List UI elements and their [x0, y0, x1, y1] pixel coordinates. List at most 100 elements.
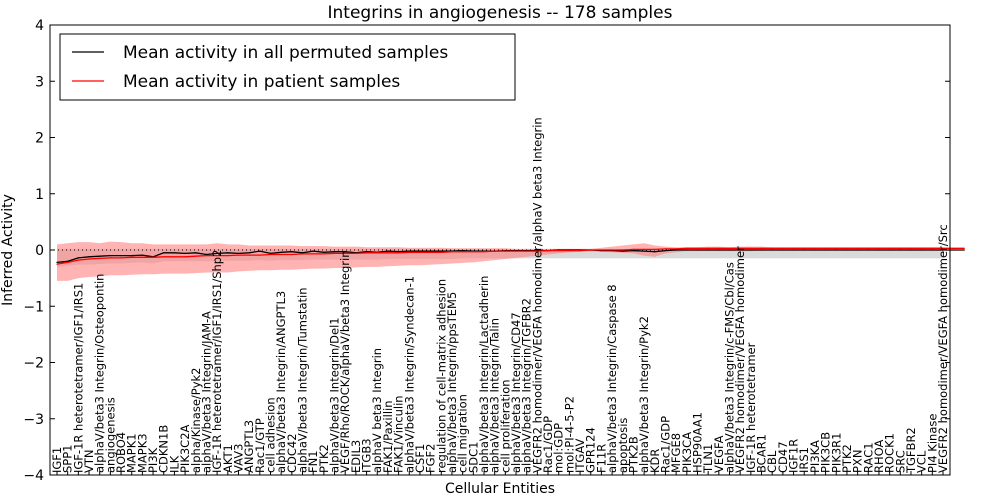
patient-point	[462, 251, 464, 253]
x-category-label: regulation of cell-matrix adhesion	[434, 279, 448, 473]
permuted-point	[878, 249, 880, 251]
x-category-label: VAV3	[232, 444, 246, 473]
patient-point	[728, 247, 731, 249]
permuted-point	[835, 249, 837, 251]
permuted-point	[141, 254, 143, 256]
permuted-point	[942, 249, 944, 251]
patient-point	[269, 253, 272, 256]
permuted-point	[889, 249, 891, 251]
permuted-point	[622, 250, 624, 252]
y-tick-label: −2	[23, 356, 44, 372]
x-category-label: IRS1	[797, 447, 811, 473]
patient-point	[77, 259, 79, 261]
permuted-point	[654, 251, 656, 253]
permuted-point	[120, 255, 122, 257]
x-category-label: PI4 Kinase	[925, 414, 939, 473]
y-tick-label: 4	[35, 18, 44, 34]
x-category-label: alphaV/beta3 Integrin/CD47	[509, 312, 523, 473]
x-category-label: PIK3C2A	[178, 424, 192, 473]
x-category-label: cell proliferation	[498, 379, 512, 473]
spread-bands	[57, 241, 943, 281]
permuted-point	[921, 249, 923, 251]
permuted-point	[323, 251, 325, 253]
permuted-point	[803, 249, 805, 251]
x-category-label: IGF1R	[787, 439, 801, 473]
permuted-point	[269, 252, 272, 254]
x-category-label: PI3K	[146, 447, 160, 473]
permuted-point	[216, 252, 218, 254]
x-category-label: alphaV/beta3 Integrin/ANGPTL3	[274, 291, 288, 473]
x-category-label: IGF1	[50, 447, 64, 473]
x-category-label: PIK3R1	[829, 433, 843, 474]
x-category-label: VEGFR2 homodimer/VEGFA homodimer/Src	[936, 224, 950, 473]
permuted-point	[707, 249, 709, 251]
patient-point	[910, 247, 912, 249]
y-tick-label: −1	[23, 299, 44, 315]
x-category-label: alphaV/beta3 Integrin/Syndecan-1	[402, 276, 416, 473]
patient-point	[611, 249, 613, 251]
x-category-label: CD47	[776, 441, 790, 473]
permuted-point	[739, 249, 741, 251]
patient-point	[163, 256, 165, 258]
patient-point	[526, 250, 528, 252]
permuted-point	[963, 249, 965, 251]
patient-point	[878, 247, 880, 249]
patient-point	[56, 263, 58, 265]
permuted-point	[931, 249, 933, 251]
x-category-label: AKT1	[221, 444, 235, 473]
patient-point	[846, 247, 848, 249]
patient-point	[291, 253, 293, 256]
patient-point	[867, 247, 869, 249]
x-category-label: alphaV/beta3 Integrin/c-FMS/Cbl/Cas	[723, 262, 737, 473]
permuted-point	[686, 249, 688, 251]
patient-point	[600, 249, 603, 251]
patient-point	[141, 256, 143, 258]
patient-point	[793, 247, 795, 249]
x-category-label: VTN	[82, 450, 96, 474]
x-category-label: ITGB3	[360, 438, 374, 473]
legend-entry-label: Mean activity in patient samples	[123, 72, 400, 92]
permuted-point	[280, 251, 282, 253]
patient-spread-band	[57, 241, 943, 281]
patient-point	[173, 256, 175, 258]
x-category-label: alphaV/beta3 Integrin/Lactadherin	[477, 276, 491, 473]
permuted-point	[867, 249, 869, 251]
permuted-point	[77, 257, 79, 259]
x-category-label: ITGAV	[573, 439, 587, 473]
permuted-point	[312, 250, 314, 252]
x-category-label: TGFBR2	[904, 427, 918, 474]
permuted-point	[462, 250, 464, 252]
permuted-point	[419, 250, 421, 252]
permuted-point	[173, 252, 175, 254]
patient-point	[472, 251, 474, 253]
y-tick-label: 1	[35, 187, 44, 203]
x-category-label: ANGPTL3	[242, 420, 256, 473]
permuted-point	[771, 249, 773, 251]
patient-point	[931, 247, 933, 249]
y-tick-label: 0	[35, 243, 44, 259]
permuted-point	[664, 250, 667, 252]
permuted-point	[696, 249, 699, 251]
x-category-label: ILK	[167, 455, 181, 473]
patient-point	[451, 251, 453, 253]
patient-point	[237, 254, 240, 256]
patient-point	[760, 247, 763, 249]
permuted-point	[184, 252, 186, 254]
x-category-label: CDKN1B	[157, 425, 171, 473]
patient-point	[953, 247, 955, 249]
patient-point	[398, 252, 400, 254]
permuted-point	[857, 249, 859, 251]
permuted-point	[632, 250, 635, 252]
y-axis-label: Inferred Activity	[0, 194, 16, 306]
x-category-label: FAK1/Paxillin	[381, 401, 395, 474]
x-category-label: F11R	[594, 444, 608, 473]
y-tick-label: −3	[23, 412, 44, 428]
permuted-point	[67, 260, 69, 262]
patient-point	[109, 257, 111, 259]
x-category-label: PXN	[851, 450, 865, 473]
patient-point	[205, 255, 207, 257]
x-category-label: ROCK1	[883, 433, 897, 473]
permuted-point	[237, 252, 240, 254]
